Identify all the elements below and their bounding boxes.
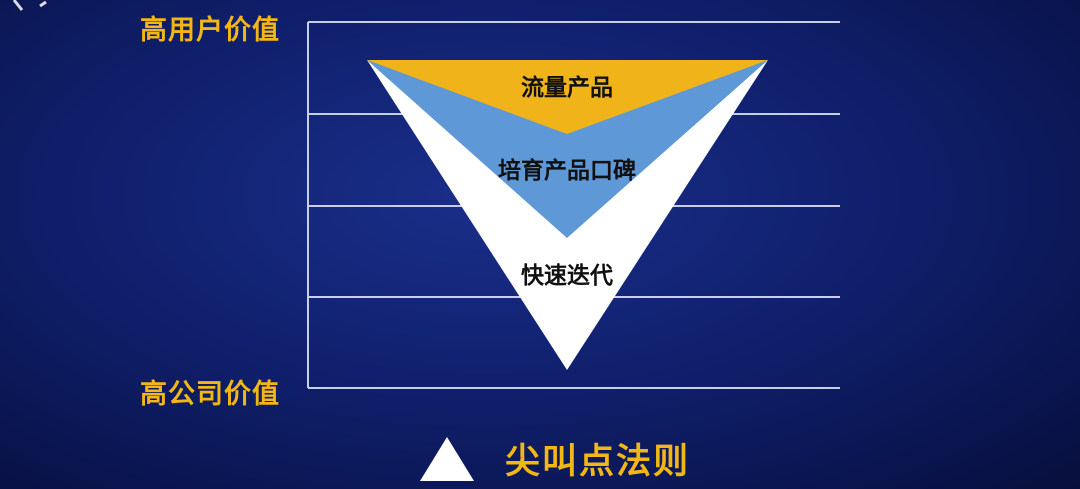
layer-label-traffic: 流量产品 [521,75,613,101]
layer-label-reputation: 培育产品口碑 [498,158,636,184]
layer-yellow [367,60,768,134]
triangle-icon [420,437,474,481]
layer-blue [367,60,768,238]
corner-decoration [12,0,47,11]
layer-label-iteration: 快速迭代 [521,263,613,289]
axis-top-label: 高用户价值 [140,15,280,46]
caption-title: 尖叫点法则 [505,442,691,482]
axis-bottom-label: 高公司价值 [140,379,280,410]
